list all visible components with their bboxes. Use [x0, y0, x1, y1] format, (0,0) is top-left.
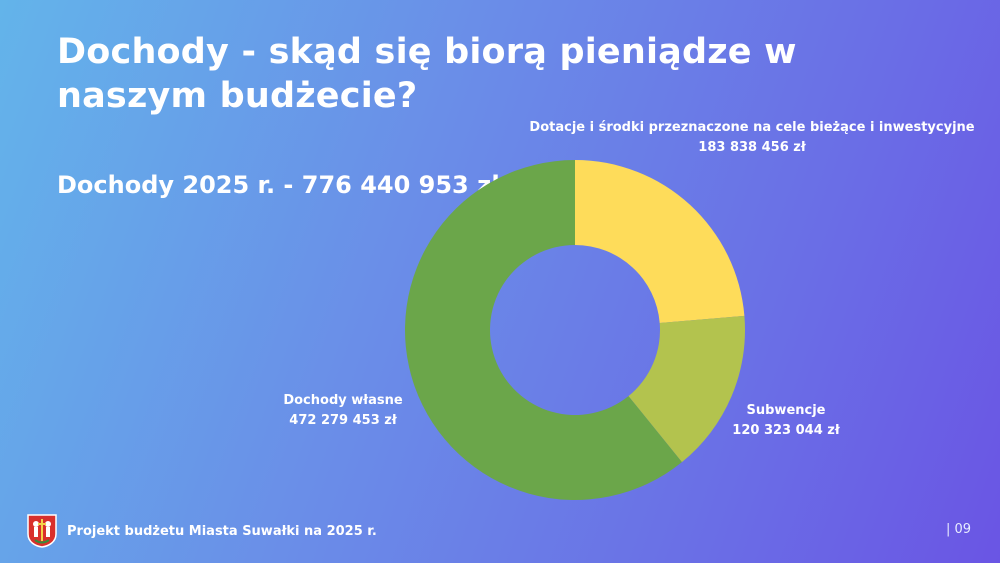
slice-name: Dochody własne: [283, 393, 403, 408]
footer-text: Projekt budżetu Miasta Suwałki na 2025 r…: [67, 523, 377, 539]
slice-label-subwencje: Subwencje 120 323 044 zł: [732, 401, 839, 441]
slice-name: Subwencje: [746, 403, 826, 418]
slice-value: 120 323 044 zł: [732, 423, 840, 438]
slice-label-dotacje: Dotacje i środki przeznaczone na cele bi…: [529, 118, 974, 158]
slice-label-dochody-wlasne: Dochody własne 472 279 453 zł: [283, 391, 402, 431]
page-number: | 09: [945, 522, 971, 537]
total-income: Dochody 2025 r. - 776 440 953 zł: [57, 171, 500, 199]
donut-slice-2: [405, 160, 682, 500]
page-title: Dochody - skąd się biorą pieniądze w nas…: [57, 32, 797, 116]
slice-value: 183 838 456 zł: [698, 140, 806, 155]
slice-value: 472 279 453 zł: [289, 413, 397, 428]
coat-of-arms-icon: [27, 514, 57, 548]
donut-slice-1: [628, 315, 745, 463]
slice-name: Dotacje i środki przeznaczone na cele bi…: [529, 120, 975, 135]
donut-slice-0: [575, 160, 745, 323]
footer: Projekt budżetu Miasta Suwałki na 2025 r…: [27, 514, 377, 548]
